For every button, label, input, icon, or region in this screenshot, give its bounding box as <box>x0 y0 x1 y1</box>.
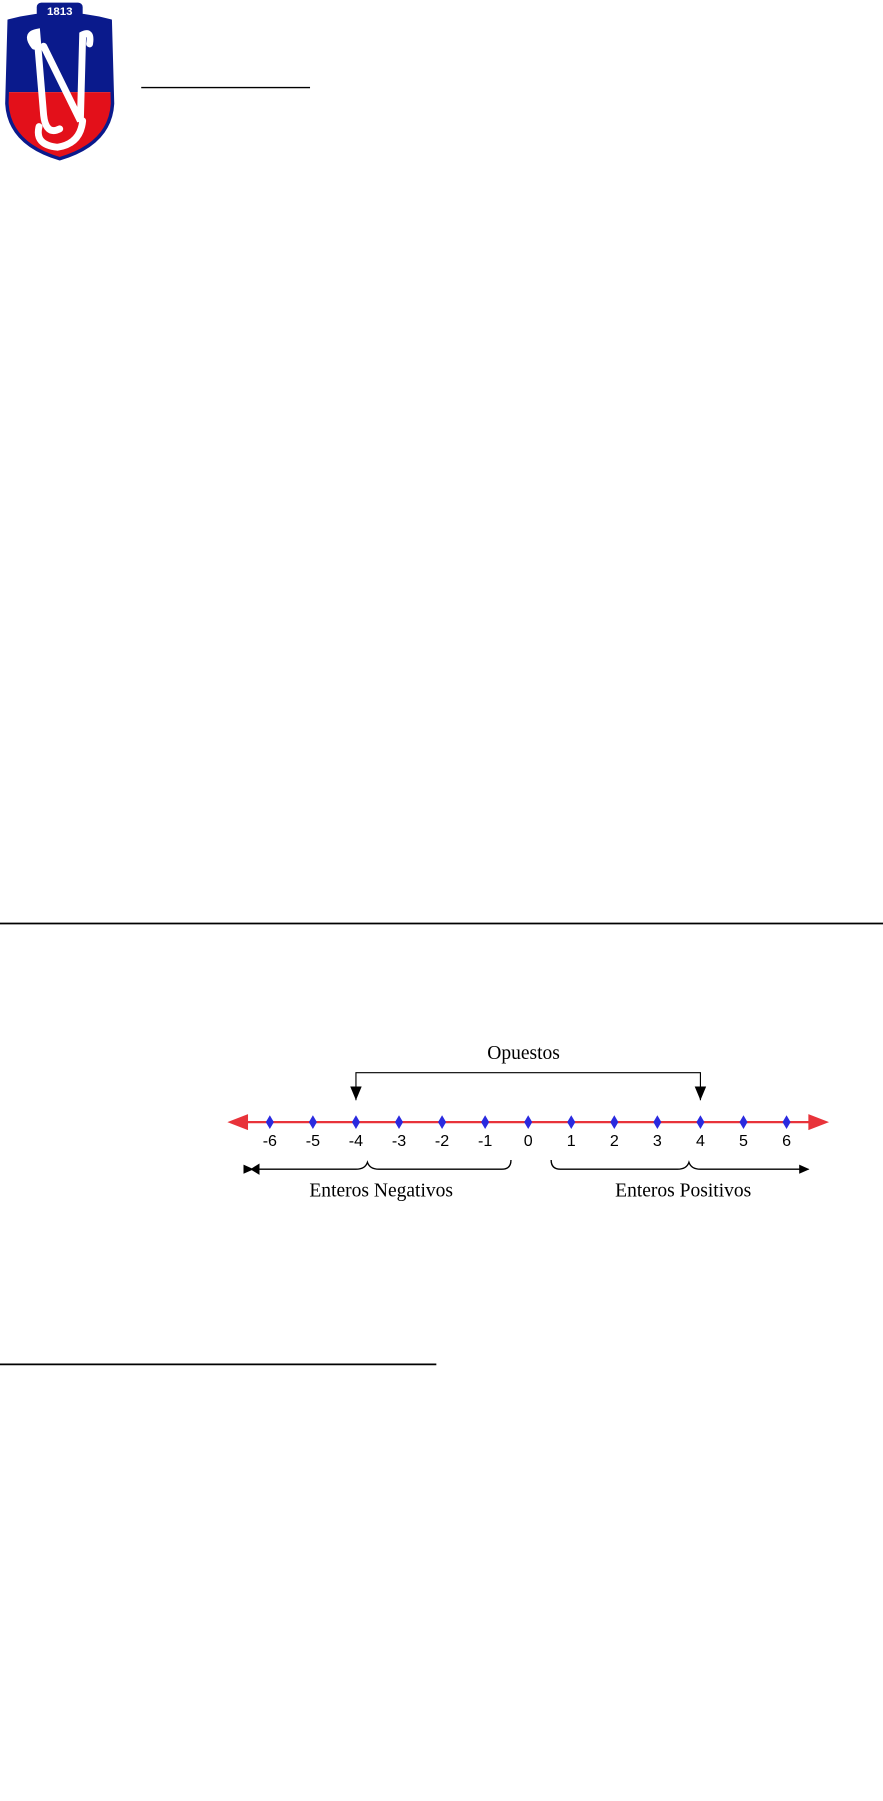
number-line-diagram: Opuestos Enteros Negativos Enteros Posit… <box>227 1043 830 1202</box>
logo: 1813 <box>5 2 115 161</box>
positives-brace <box>550 1159 810 1174</box>
tick-point <box>394 1115 404 1130</box>
tick-label: -5 <box>306 1132 320 1150</box>
tick-label: 1 <box>567 1132 576 1150</box>
tick-point <box>567 1115 576 1130</box>
tick-point <box>438 1115 447 1130</box>
tick-label: -2 <box>435 1132 449 1150</box>
tick-point <box>782 1115 791 1130</box>
negatives-brace <box>243 1159 512 1174</box>
tick-label: -4 <box>349 1132 363 1150</box>
tick-label: 2 <box>610 1132 619 1150</box>
tick-point <box>265 1115 274 1130</box>
tick-label: -3 <box>392 1132 406 1150</box>
opposites-label: Opuestos <box>487 1043 560 1064</box>
tick-point <box>610 1115 619 1130</box>
tick-point <box>653 1115 662 1130</box>
tick-point <box>739 1115 748 1130</box>
opposites-bracket <box>355 1072 702 1101</box>
negatives-label: Enteros Negativos <box>309 1181 453 1202</box>
tick-label: 3 <box>653 1132 662 1150</box>
tick-point <box>308 1115 317 1130</box>
tick-label: 6 <box>782 1132 791 1150</box>
negatives-arrowhead <box>250 1163 260 1175</box>
tick-point <box>351 1115 360 1130</box>
tick-label: -6 <box>263 1132 277 1150</box>
logo-year: 1813 <box>47 6 73 18</box>
tick-label: -1 <box>478 1132 492 1150</box>
tick-point <box>524 1115 533 1130</box>
tick-point <box>481 1115 490 1130</box>
tick-point <box>696 1115 705 1130</box>
tick-label: 0 <box>524 1132 533 1150</box>
tick-label: 5 <box>739 1132 748 1150</box>
tick-label: 4 <box>696 1132 705 1150</box>
opposites-arrowheads <box>350 1086 707 1101</box>
positives-label: Enteros Positivos <box>615 1181 751 1202</box>
